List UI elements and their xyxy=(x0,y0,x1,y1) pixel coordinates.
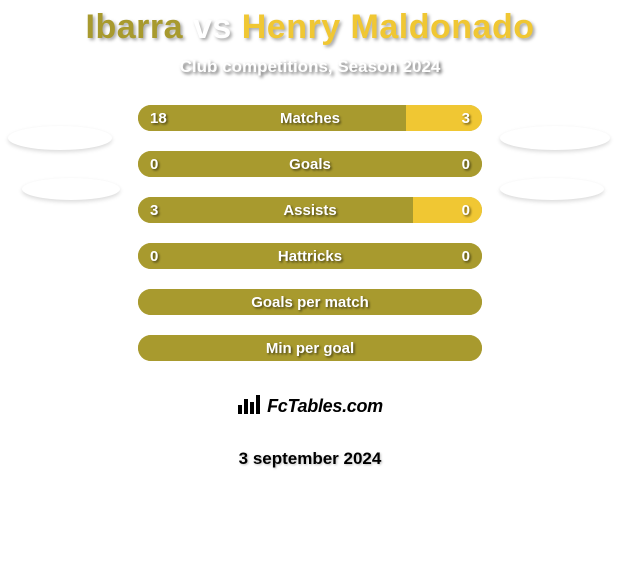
stat-bar: 00Goals xyxy=(138,151,482,177)
stat-bar-label: Min per goal xyxy=(138,335,482,361)
avatar-player2-top xyxy=(500,126,610,150)
subtitle: Club competitions, Season 2024 xyxy=(0,57,620,77)
title-player2: Henry Maldonado xyxy=(242,8,535,46)
stat-bar-label: Goals xyxy=(138,151,482,177)
fctables-logo: FcTables.com xyxy=(210,381,410,431)
stat-bar: Min per goal xyxy=(138,335,482,361)
stat-bar-label: Matches xyxy=(138,105,482,131)
stat-bar: Goals per match xyxy=(138,289,482,315)
avatar-player2-bottom xyxy=(500,178,604,200)
page-title: Ibarra vs Henry Maldonado xyxy=(0,0,620,47)
stat-bars-container: 183Matches 00Goals 30Assists 00Hattricks Goa… xyxy=(138,105,482,361)
stat-bar-label: Goals per match xyxy=(138,289,482,315)
date-line: 3 september 2024 xyxy=(0,449,620,469)
title-vs: vs xyxy=(193,8,232,46)
stat-bar: 30Assists xyxy=(138,197,482,223)
title-player1: Ibarra xyxy=(86,8,184,46)
stat-bar-label: Assists xyxy=(138,197,482,223)
stat-bar: 183Matches xyxy=(138,105,482,131)
stat-bar-label: Hattricks xyxy=(138,243,482,269)
avatar-player1-bottom xyxy=(22,178,120,200)
logo-text: FcTables.com xyxy=(267,396,383,417)
bar-chart-icon xyxy=(237,393,261,420)
avatar-player1-top xyxy=(8,126,112,150)
stat-bar: 00Hattricks xyxy=(138,243,482,269)
